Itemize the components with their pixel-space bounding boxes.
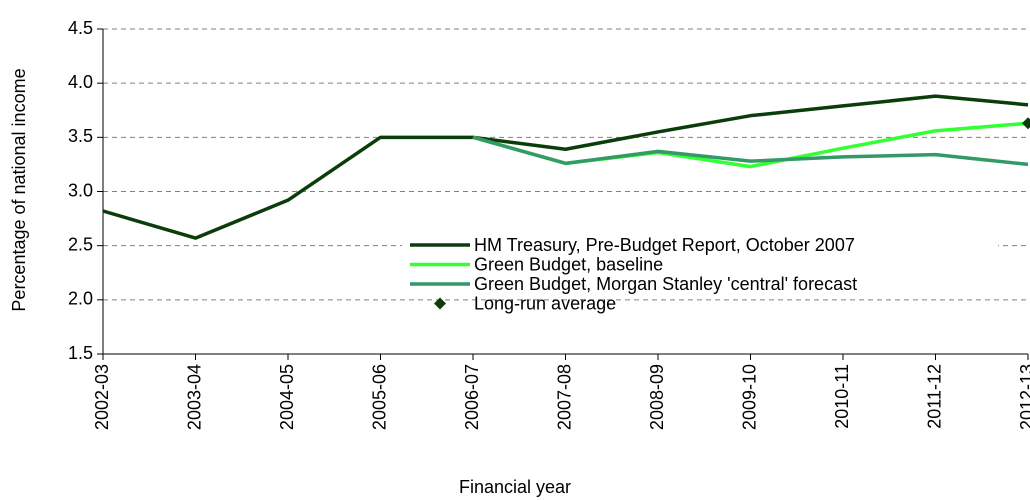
y-tick-label: 3.0 <box>68 180 93 200</box>
legend: HM Treasury, Pre-Budget Report, October … <box>402 233 998 313</box>
x-tick-label: 2002-03 <box>92 364 112 430</box>
legend-label: Green Budget, Morgan Stanley 'central' f… <box>474 274 857 294</box>
line-series <box>102 94 1029 240</box>
y-tick-label: 4.5 <box>68 18 93 38</box>
y-tick-label: 1.5 <box>68 343 93 363</box>
y-tick-label: 3.5 <box>68 126 93 146</box>
x-tick-label: 2003-04 <box>184 364 204 430</box>
y-tick-label: 2.0 <box>68 289 93 309</box>
legend-label: HM Treasury, Pre-Budget Report, October … <box>474 235 855 255</box>
x-tick-label: 2005-06 <box>369 364 389 430</box>
x-tick-label: 2008-09 <box>647 364 667 430</box>
y-tick-label: 2.5 <box>68 234 93 254</box>
legend-label: Green Budget, baseline <box>474 254 663 274</box>
x-tick-label: 2009-10 <box>739 364 759 430</box>
x-axis-title: Financial year <box>459 477 571 497</box>
x-tick-label: 2012-13 <box>1017 364 1030 430</box>
x-tick-label: 2004-05 <box>277 364 297 430</box>
legend-label: Long-run average <box>474 293 616 313</box>
x-tick-label: 2006-07 <box>462 364 482 430</box>
marker <box>1022 117 1030 130</box>
line-series <box>472 135 1029 167</box>
x-tick-label: 2007-08 <box>554 364 574 430</box>
legend-marker <box>434 297 446 310</box>
y-axis-title: Percentage of national income <box>9 68 29 311</box>
x-tick-label: 2011-12 <box>924 364 944 429</box>
x-tick-label: 2010-11 <box>832 364 852 429</box>
y-tick-label: 4.0 <box>68 72 93 92</box>
legend-box <box>402 233 998 297</box>
